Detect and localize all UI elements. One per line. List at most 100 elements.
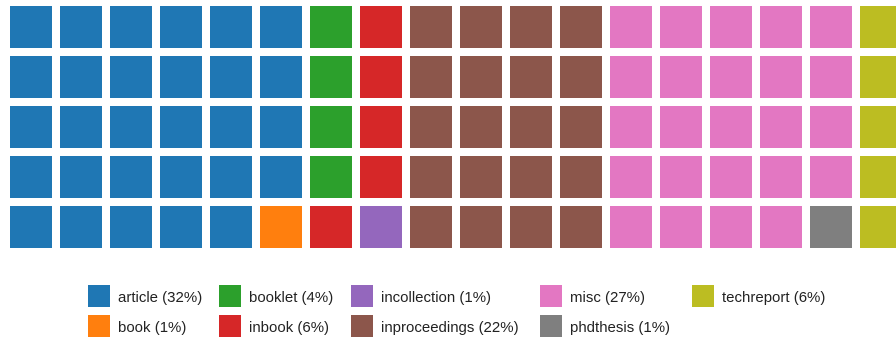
- tile-misc: [760, 156, 802, 198]
- tile-misc: [660, 106, 702, 148]
- tile-article: [210, 106, 252, 148]
- legend-label-inproceedings: inproceedings (22%): [381, 319, 519, 336]
- legend-label-booklet: booklet (4%): [249, 289, 333, 306]
- legend-item-inbook: inbook (6%): [219, 315, 329, 337]
- tile-misc: [660, 56, 702, 98]
- tile-article: [10, 206, 52, 248]
- tile-inproceedings: [560, 56, 602, 98]
- tile-article: [160, 6, 202, 48]
- tile-inproceedings: [510, 156, 552, 198]
- tile-inproceedings: [560, 206, 602, 248]
- tile-misc: [610, 206, 652, 248]
- tile-techreport: [860, 106, 896, 148]
- tile-article: [160, 56, 202, 98]
- legend-item-phdthesis: phdthesis (1%): [540, 315, 670, 337]
- legend-swatch-techreport: [692, 285, 714, 307]
- tile-misc: [710, 206, 752, 248]
- tile-misc: [660, 206, 702, 248]
- tile-article: [210, 156, 252, 198]
- tile-inproceedings: [510, 56, 552, 98]
- tile-misc: [660, 6, 702, 48]
- tile-techreport: [860, 156, 896, 198]
- tile-inproceedings: [510, 206, 552, 248]
- legend-label-incollection: incollection (1%): [381, 289, 491, 306]
- tile-inproceedings: [560, 6, 602, 48]
- legend-label-inbook: inbook (6%): [249, 319, 329, 336]
- tile-inproceedings: [460, 106, 502, 148]
- tile-article: [10, 106, 52, 148]
- legend-label-article: article (32%): [118, 289, 202, 306]
- tile-article: [110, 56, 152, 98]
- tile-misc: [760, 206, 802, 248]
- tile-phdthesis: [810, 206, 852, 248]
- tile-article: [160, 156, 202, 198]
- tile-misc: [610, 156, 652, 198]
- legend-item-techreport: techreport (6%): [692, 285, 825, 307]
- tile-inproceedings: [460, 156, 502, 198]
- tile-inproceedings: [410, 6, 452, 48]
- tile-article: [60, 106, 102, 148]
- legend-swatch-book: [88, 315, 110, 337]
- tile-article: [160, 206, 202, 248]
- tile-misc: [610, 6, 652, 48]
- tile-article: [60, 56, 102, 98]
- tile-article: [110, 206, 152, 248]
- tile-inbook: [360, 56, 402, 98]
- tile-inbook: [360, 6, 402, 48]
- legend-swatch-inbook: [219, 315, 241, 337]
- tile-booklet: [310, 106, 352, 148]
- tile-inbook: [360, 106, 402, 148]
- legend-item-article: article (32%): [88, 285, 202, 307]
- tile-book: [260, 206, 302, 248]
- tile-misc: [760, 106, 802, 148]
- legend-swatch-misc: [540, 285, 562, 307]
- tile-article: [110, 6, 152, 48]
- tile-misc: [810, 106, 852, 148]
- tile-inbook: [310, 206, 352, 248]
- tile-inproceedings: [410, 156, 452, 198]
- tile-inproceedings: [560, 156, 602, 198]
- tile-misc: [610, 56, 652, 98]
- tile-misc: [710, 56, 752, 98]
- legend-item-book: book (1%): [88, 315, 186, 337]
- legend-item-booklet: booklet (4%): [219, 285, 333, 307]
- tile-article: [110, 106, 152, 148]
- legend-label-techreport: techreport (6%): [722, 289, 825, 306]
- tile-inproceedings: [560, 106, 602, 148]
- tile-article: [60, 6, 102, 48]
- tile-inproceedings: [460, 206, 502, 248]
- tile-article: [210, 206, 252, 248]
- tile-inproceedings: [460, 6, 502, 48]
- tile-inproceedings: [410, 106, 452, 148]
- waffle-tiles: [10, 6, 896, 248]
- legend-label-misc: misc (27%): [570, 289, 645, 306]
- legend-swatch-phdthesis: [540, 315, 562, 337]
- tile-inproceedings: [510, 6, 552, 48]
- tile-misc: [660, 156, 702, 198]
- tile-misc: [710, 106, 752, 148]
- tile-article: [260, 6, 302, 48]
- tile-booklet: [310, 156, 352, 198]
- tile-misc: [710, 6, 752, 48]
- tile-article: [210, 56, 252, 98]
- tile-article: [260, 156, 302, 198]
- tile-article: [160, 106, 202, 148]
- tile-article: [60, 206, 102, 248]
- tile-article: [260, 106, 302, 148]
- tile-article: [10, 6, 52, 48]
- tile-booklet: [310, 6, 352, 48]
- legend-item-incollection: incollection (1%): [351, 285, 491, 307]
- legend-item-inproceedings: inproceedings (22%): [351, 315, 519, 337]
- tile-misc: [760, 56, 802, 98]
- legend-label-book: book (1%): [118, 319, 186, 336]
- tile-inproceedings: [510, 106, 552, 148]
- legend-label-phdthesis: phdthesis (1%): [570, 319, 670, 336]
- tile-inproceedings: [460, 56, 502, 98]
- legend-item-misc: misc (27%): [540, 285, 645, 307]
- tile-incollection: [360, 206, 402, 248]
- legend-swatch-incollection: [351, 285, 373, 307]
- tile-booklet: [310, 56, 352, 98]
- tile-article: [110, 156, 152, 198]
- tile-inproceedings: [410, 206, 452, 248]
